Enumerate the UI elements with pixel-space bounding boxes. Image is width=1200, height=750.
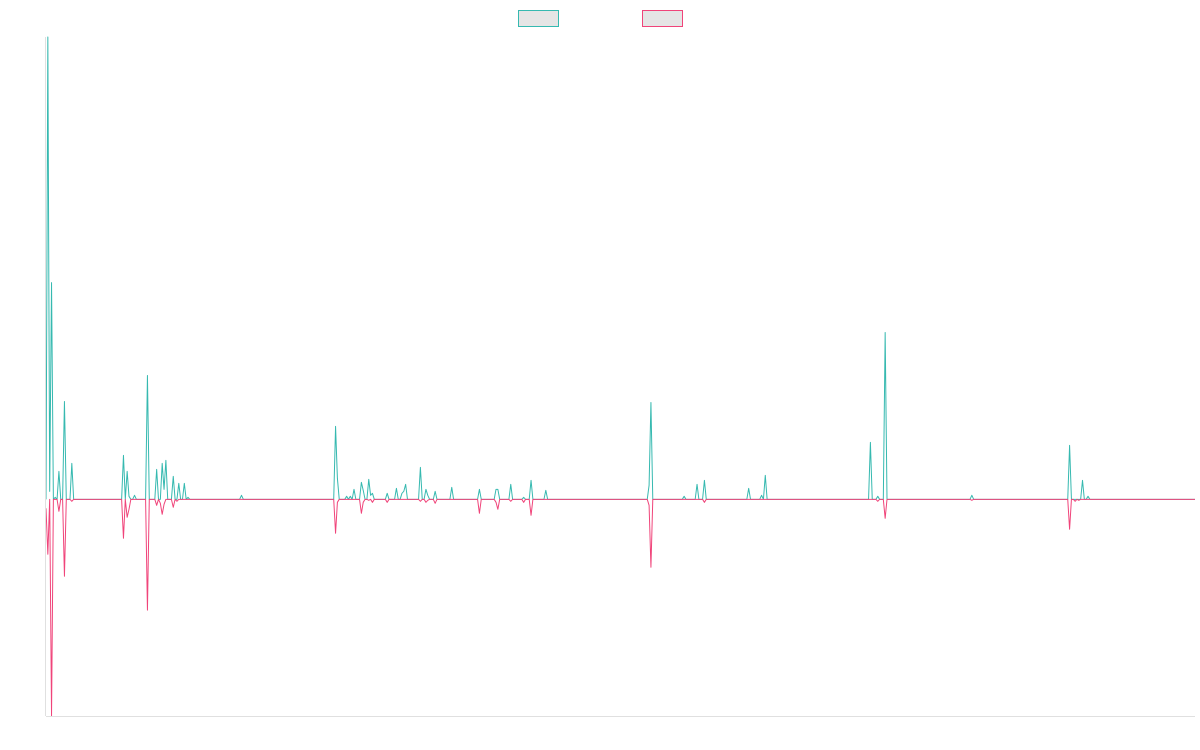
- plot-area: [45, 36, 1195, 717]
- series-line-positive: [45, 36, 1195, 500]
- series-line-negative: [45, 498, 1195, 717]
- legend-swatch-positive[interactable]: [518, 10, 559, 27]
- legend-swatch-negative[interactable]: [642, 10, 683, 27]
- series-layer: [45, 36, 1195, 717]
- legend[interactable]: [518, 10, 683, 27]
